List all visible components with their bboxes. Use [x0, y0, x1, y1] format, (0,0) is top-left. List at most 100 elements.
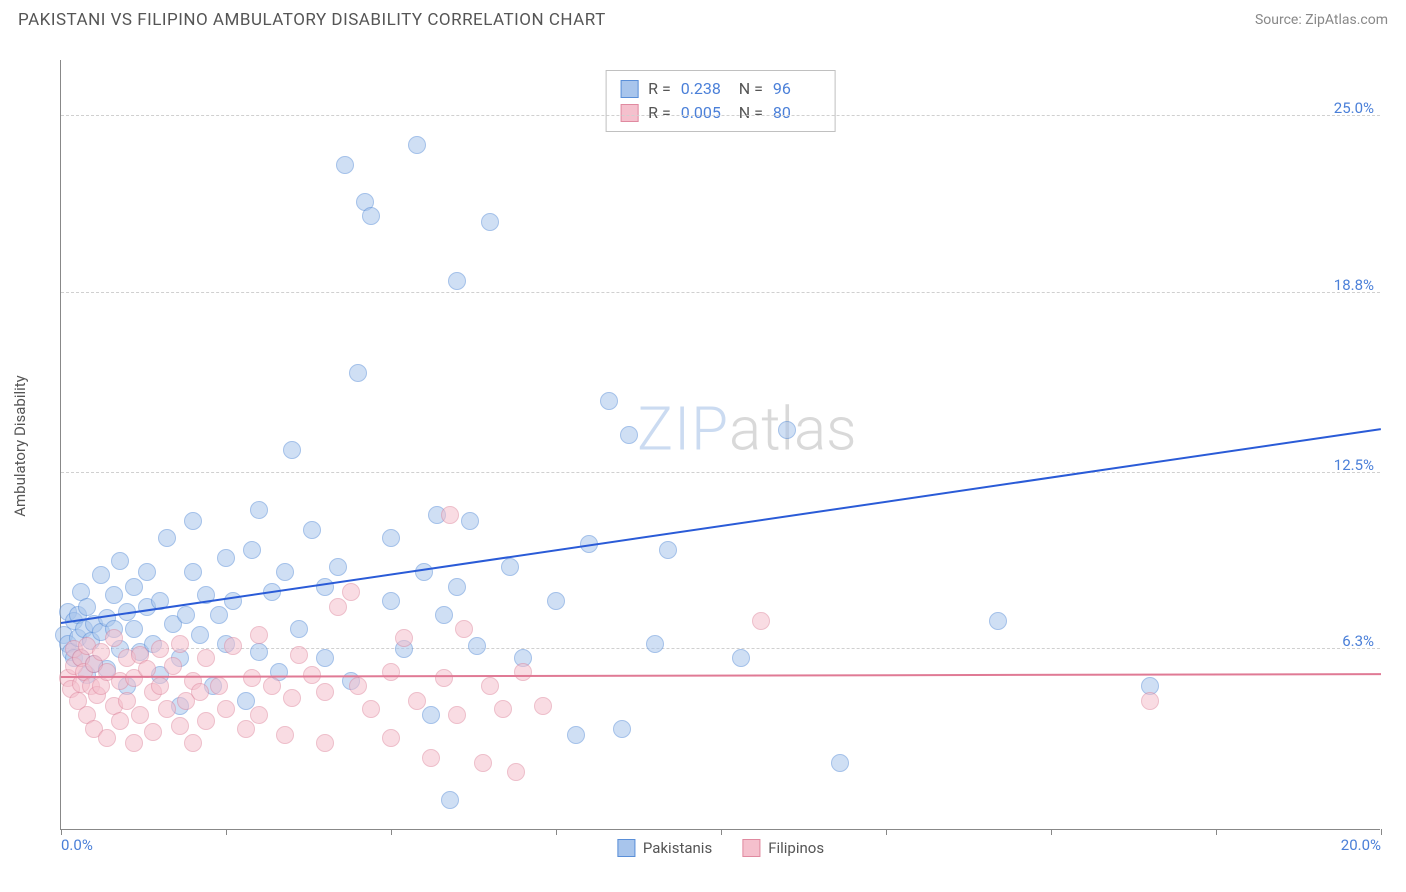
data-point — [831, 754, 849, 772]
data-point — [191, 683, 209, 701]
data-point — [468, 637, 486, 655]
x-tick-label: 20.0% — [1341, 836, 1381, 854]
data-point — [481, 677, 499, 695]
x-tick — [391, 829, 392, 835]
data-point — [151, 677, 169, 695]
data-point — [620, 426, 638, 444]
data-point — [646, 635, 664, 653]
data-point — [184, 734, 202, 752]
data-point — [191, 626, 209, 644]
stat-r-label: R = — [648, 101, 671, 125]
data-point — [448, 706, 466, 724]
data-point — [125, 620, 143, 638]
data-point — [224, 592, 242, 610]
data-point — [171, 635, 189, 653]
data-point — [111, 552, 129, 570]
data-point — [164, 657, 182, 675]
data-point — [184, 512, 202, 530]
data-point — [197, 649, 215, 667]
y-tick-label: 6.3% — [1342, 632, 1374, 650]
data-point — [217, 700, 235, 718]
data-point — [349, 364, 367, 382]
data-point — [125, 734, 143, 752]
bottom-legend: Pakistanis Filipinos — [617, 839, 824, 857]
stat-n-label: N = — [739, 77, 763, 101]
data-point — [547, 592, 565, 610]
x-tick — [226, 829, 227, 835]
gridline-h — [61, 115, 1380, 116]
data-point — [435, 669, 453, 687]
data-point — [329, 558, 347, 576]
data-point — [732, 649, 750, 667]
data-point — [778, 421, 796, 439]
y-axis-label: Ambulatory Disability — [11, 375, 29, 517]
trend-line — [61, 428, 1381, 624]
data-point — [283, 441, 301, 459]
x-tick — [1381, 829, 1382, 835]
data-point — [263, 677, 281, 695]
stat-n-value: 96 — [773, 77, 821, 101]
legend-swatch — [617, 839, 635, 857]
series-swatch — [620, 80, 638, 98]
legend-label: Pakistanis — [643, 839, 712, 857]
gridline-h — [61, 292, 1380, 293]
data-point — [243, 669, 261, 687]
data-point — [382, 663, 400, 681]
plot-region: ZIPatlas R =0.238N =96R =0.005N =80 Paki… — [60, 60, 1380, 830]
stat-r-value: 0.238 — [681, 77, 729, 101]
data-point — [349, 677, 367, 695]
x-tick-label: 0.0% — [61, 836, 93, 854]
x-tick — [1216, 829, 1217, 835]
data-point — [408, 692, 426, 710]
data-point — [224, 637, 242, 655]
data-point — [78, 598, 96, 616]
data-point — [158, 700, 176, 718]
data-point — [461, 512, 479, 530]
data-point — [336, 156, 354, 174]
data-point — [210, 677, 228, 695]
x-tick — [1051, 829, 1052, 835]
data-point — [481, 213, 499, 231]
data-point — [276, 563, 294, 581]
stat-n-label: N = — [739, 101, 763, 125]
data-point — [613, 720, 631, 738]
stat-r-value: 0.005 — [681, 101, 729, 125]
data-point — [237, 720, 255, 738]
data-point — [382, 529, 400, 547]
data-point — [989, 612, 1007, 630]
data-point — [422, 706, 440, 724]
legend-swatch — [742, 839, 760, 857]
data-point — [250, 501, 268, 519]
data-point — [567, 726, 585, 744]
chart-title: PAKISTANI VS FILIPINO AMBULATORY DISABIL… — [18, 10, 606, 30]
data-point — [494, 700, 512, 718]
data-point — [448, 272, 466, 290]
data-point — [316, 734, 334, 752]
data-point — [92, 643, 110, 661]
data-point — [105, 629, 123, 647]
y-tick-label: 18.8% — [1334, 276, 1374, 294]
legend-item: Filipinos — [742, 839, 824, 857]
data-point — [98, 729, 116, 747]
data-point — [362, 207, 380, 225]
gridline-h — [61, 472, 1380, 473]
data-point — [362, 700, 380, 718]
stat-n-value: 80 — [773, 101, 821, 125]
data-point — [151, 640, 169, 658]
data-point — [501, 558, 519, 576]
data-point — [158, 529, 176, 547]
data-point — [217, 549, 235, 567]
data-point — [752, 612, 770, 630]
data-point — [408, 136, 426, 154]
data-point — [276, 726, 294, 744]
x-tick — [886, 829, 887, 835]
data-point — [237, 692, 255, 710]
data-point — [125, 578, 143, 596]
x-tick — [721, 829, 722, 835]
data-point — [1141, 692, 1159, 710]
stats-row: R = 0.005 N = 80 — [620, 101, 821, 125]
data-point — [131, 706, 149, 724]
watermark: ZIPatlas — [637, 394, 856, 465]
data-point — [342, 583, 360, 601]
stat-r-label: R = — [648, 77, 671, 101]
